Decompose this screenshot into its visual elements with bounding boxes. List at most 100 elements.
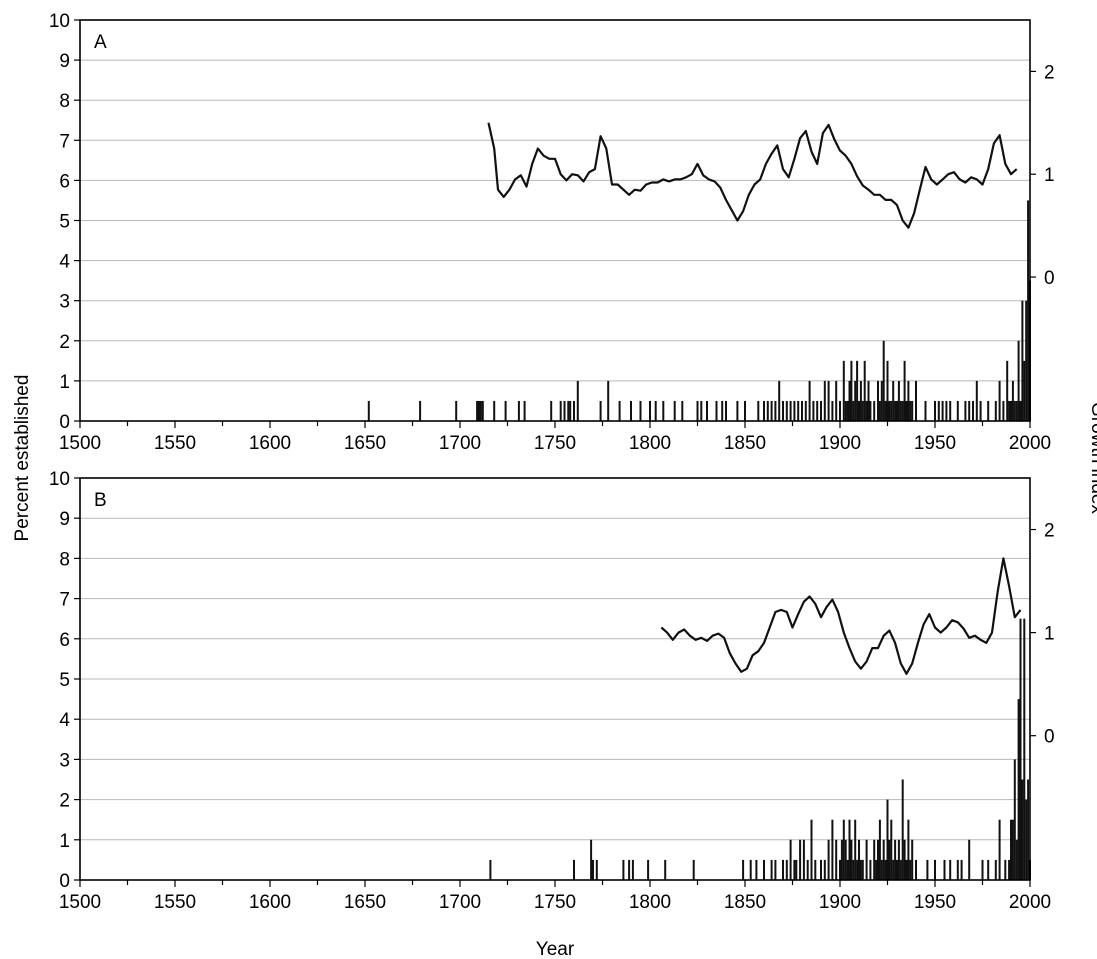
bar-b-1930 (896, 859, 898, 880)
bar-b-1879 (799, 839, 802, 880)
y-tick-label-left-b-6: 6 (59, 630, 70, 651)
bar-b-1870 (782, 859, 784, 880)
bar-b-1938 (911, 839, 914, 880)
bar-a-1933 (901, 400, 904, 421)
bar-b-1921 (878, 819, 881, 880)
bar-b-1912 (861, 859, 864, 880)
bar-a-1790 (630, 400, 632, 421)
bar-a-1864 (770, 400, 773, 421)
bar-a-1966 (964, 400, 967, 421)
bar-b-1856 (755, 859, 758, 880)
bar-a-1753 (559, 400, 562, 421)
bar-b-1905 (848, 819, 851, 880)
bar-b-1992 (1013, 759, 1016, 880)
y-tick-label-right-b-1: 1 (1044, 624, 1055, 645)
x-tick-label-b-1500: 1500 (59, 892, 101, 913)
bar-a-1936 (907, 380, 910, 421)
bar-b-1995 (1019, 618, 1022, 880)
x-tick-label-a-1750: 1750 (534, 433, 576, 454)
bar-a-1996 (1021, 300, 1024, 421)
bar-a-1755 (563, 400, 566, 421)
x-tick-label-a-1800: 1800 (629, 433, 671, 454)
bar-a-1905 (848, 380, 851, 421)
bar-a-1982 (994, 400, 997, 421)
bar-b-1923 (882, 839, 885, 880)
bar-a-1866 (774, 400, 777, 421)
x-tick-label-b-1550: 1550 (154, 892, 196, 913)
bar-a-1679 (419, 400, 422, 421)
bar-a-1698 (455, 400, 458, 421)
bar-b-1996 (1021, 779, 1024, 880)
bar-b-1904 (846, 859, 849, 880)
bar-b-1823 (692, 859, 695, 880)
y-tick-label-right-b-2: 2 (1044, 521, 1055, 542)
bar-b-1932 (899, 859, 902, 880)
bar-a-1924 (884, 400, 887, 421)
bar-b-1898 (835, 839, 838, 880)
bar-a-1803 (654, 400, 657, 421)
x-tick-label-b-2000: 2000 (1009, 892, 1051, 913)
bar-a-1878 (797, 400, 800, 421)
x-tick-label-a-1950: 1950 (914, 433, 956, 454)
bar-a-1940 (915, 380, 917, 421)
bar-a-1710 (478, 400, 480, 421)
bar-a-1972 (975, 380, 978, 421)
bar-a-1989 (1008, 400, 1011, 421)
bar-a-1928 (892, 380, 895, 421)
bar-a-1991 (1011, 380, 1014, 421)
bar-b-1760 (573, 859, 575, 880)
bar-a-1835 (715, 400, 718, 421)
bar-a-1914 (865, 400, 868, 421)
bar-b-1914 (865, 839, 868, 880)
bar-a-1711 (479, 400, 482, 421)
y-tick-label-left-a-1: 1 (59, 372, 70, 393)
bar-a-1921 (878, 400, 881, 421)
bar-b-1896 (831, 819, 834, 880)
bar-a-1784 (618, 400, 621, 421)
y-tick-label-left-b-10: 10 (49, 469, 70, 490)
bar-a-1731 (517, 400, 520, 421)
y-tick-label-left-b-2: 2 (59, 791, 70, 812)
bar-a-1995 (1019, 400, 1022, 421)
y-tick-label-left-b-0: 0 (59, 871, 70, 892)
bar-a-1937 (909, 400, 912, 421)
bar-a-1986 (1002, 400, 1005, 421)
panel-b: 0 1 2 3 4 5 6 7 8 9 10 0 1 2 1500 1550 1600 1650 1700 1750 1… (49, 469, 1055, 913)
y-tick-label-right-a-0: 0 (1044, 268, 1055, 289)
bar-a-1918 (873, 400, 876, 421)
bar-b-1890 (820, 859, 822, 880)
bar-a-1896 (831, 400, 834, 421)
y-tick-label-right-b-0: 0 (1044, 727, 1055, 748)
bar-b-1849 (742, 859, 745, 880)
bar-a-1932 (899, 400, 902, 421)
bar-b-1885 (810, 819, 813, 880)
bar-b-1998 (1025, 799, 1028, 880)
growth-index-line-b (660, 557, 1022, 675)
bar-b-1987 (1004, 859, 1007, 880)
bar-a-1850 (744, 400, 746, 421)
bar-a-1935 (905, 400, 908, 421)
y-tick-label-left-a-10: 10 (49, 11, 70, 32)
bar-a-1900 (839, 400, 841, 421)
panel-label-a: A (94, 32, 107, 53)
bar-b-1866 (774, 859, 777, 880)
bar-b-1877 (795, 859, 798, 880)
bar-a-1884 (808, 380, 811, 421)
bar-a-1911 (859, 380, 862, 421)
x-tick-label-b-1750: 1750 (534, 892, 576, 913)
y-tick-label-left-b-8: 8 (59, 549, 70, 570)
x-tick-label-a-1700: 1700 (439, 433, 481, 454)
bar-b-1919 (875, 859, 878, 880)
bar-a-1724 (504, 400, 507, 421)
bar-a-1903 (844, 400, 847, 421)
bar-b-1864 (770, 859, 773, 880)
bar-a-1952 (937, 400, 940, 421)
bar-a-1894 (827, 380, 830, 421)
bar-b-1968 (968, 839, 971, 880)
bar-b-1925 (886, 799, 889, 880)
bar-b-1769 (590, 839, 593, 880)
bar-a-1990 (1010, 400, 1012, 421)
bar-b-1799 (647, 859, 650, 880)
bar-b-1962 (956, 859, 959, 880)
